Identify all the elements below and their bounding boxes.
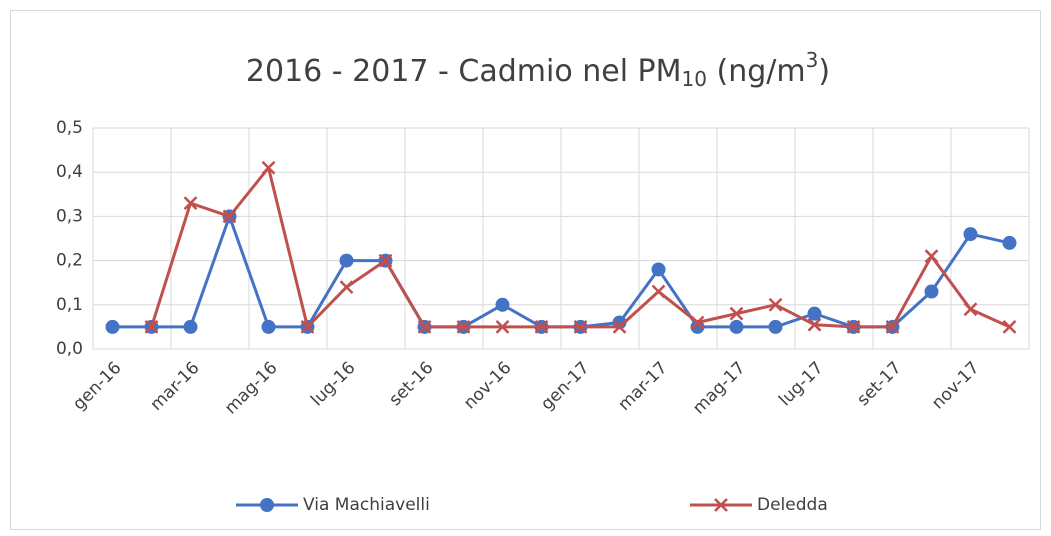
point bbox=[690, 315, 705, 330]
legend-item: Deledda bbox=[690, 495, 828, 515]
point bbox=[651, 262, 666, 277]
point bbox=[339, 280, 354, 295]
point bbox=[339, 253, 354, 268]
point bbox=[807, 306, 822, 321]
chart-title: 2016 - 2017 - Cadmio nel PM10 (ng/m3) bbox=[246, 48, 830, 91]
point bbox=[300, 320, 315, 334]
point bbox=[495, 297, 510, 312]
point bbox=[963, 227, 978, 242]
point bbox=[534, 320, 549, 334]
point bbox=[612, 320, 627, 334]
y-tick-label: 0,2 bbox=[56, 251, 83, 271]
point bbox=[768, 319, 783, 334]
point bbox=[261, 160, 276, 175]
point bbox=[261, 319, 276, 334]
legend-label: Deledda bbox=[757, 495, 828, 515]
title-text: (ng/m bbox=[707, 54, 806, 89]
point bbox=[846, 320, 861, 334]
point bbox=[690, 319, 705, 334]
point bbox=[495, 320, 510, 334]
title-subscript: 10 bbox=[682, 67, 707, 91]
point bbox=[144, 320, 159, 334]
point bbox=[456, 320, 471, 334]
y-tick-label: 0,4 bbox=[56, 162, 83, 182]
y-tick-label: 0,1 bbox=[56, 295, 83, 315]
point bbox=[183, 319, 198, 334]
point bbox=[222, 209, 237, 224]
point bbox=[924, 249, 939, 264]
title-text: 2016 - 2017 - Cadmio nel PM bbox=[246, 54, 682, 89]
legend-marker bbox=[714, 498, 728, 512]
y-tick-label: 0,0 bbox=[56, 339, 83, 359]
y-tick-label: 0,5 bbox=[56, 118, 83, 138]
point bbox=[417, 320, 432, 334]
point bbox=[1002, 235, 1017, 250]
point bbox=[885, 320, 900, 334]
legend-item: Via Machiavelli bbox=[236, 495, 430, 515]
point bbox=[924, 284, 939, 299]
y-tick-label: 0,3 bbox=[56, 206, 83, 226]
point bbox=[183, 196, 198, 211]
point bbox=[729, 319, 744, 334]
chart-frame bbox=[10, 10, 1041, 530]
legend-label: Via Machiavelli bbox=[303, 495, 430, 515]
point bbox=[105, 319, 120, 334]
point bbox=[651, 284, 666, 299]
legend-marker bbox=[260, 498, 274, 512]
point bbox=[963, 302, 978, 317]
point bbox=[378, 253, 393, 268]
point bbox=[768, 297, 783, 312]
point bbox=[729, 306, 744, 321]
title-text: ) bbox=[818, 54, 830, 89]
title-superscript: 3 bbox=[806, 48, 819, 72]
point bbox=[807, 317, 822, 332]
point bbox=[573, 320, 588, 334]
point bbox=[1002, 320, 1017, 334]
